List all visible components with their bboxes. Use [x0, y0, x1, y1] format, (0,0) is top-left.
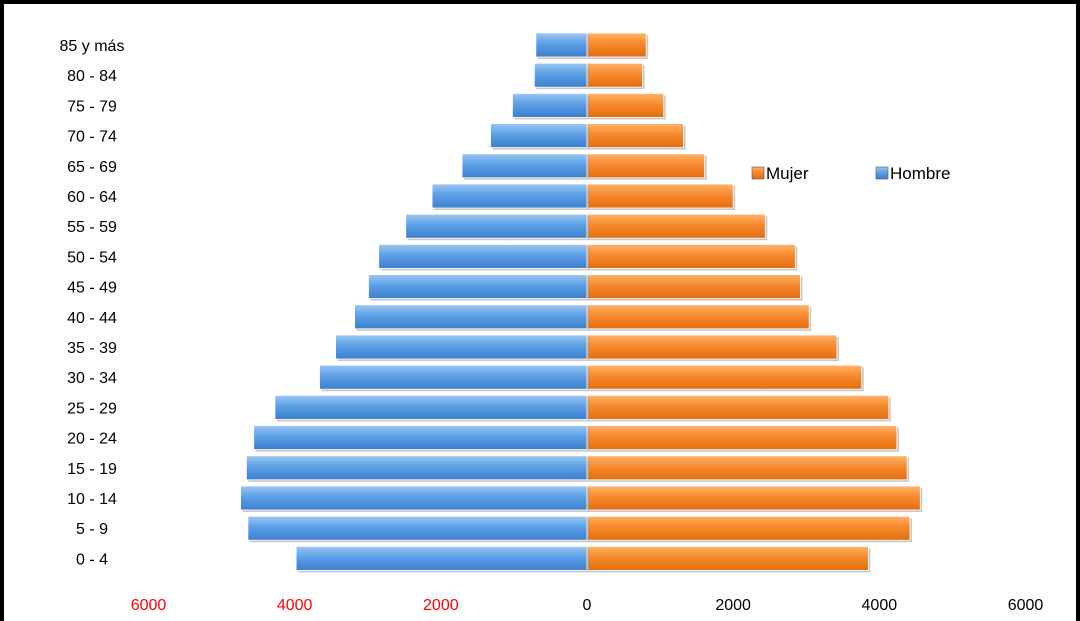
x-tick-label: 2000 [715, 597, 751, 614]
category-label: 40 - 44 [67, 310, 117, 327]
bar-hombre-14 [490, 123, 588, 148]
legend-swatch-mujer [751, 166, 765, 180]
bar-hombre-2 [240, 485, 588, 511]
bar-hombre-17 [535, 32, 588, 58]
category-label: 75 - 79 [67, 98, 117, 115]
legend-swatch-hombre [875, 166, 889, 180]
x-tick-labels: 6000 4000 2000 0 2000 4000 6000 [131, 597, 1044, 614]
bar-hombre-15 [512, 93, 588, 118]
bar-mujer-15 [586, 93, 665, 118]
x-tick-label: 0 [583, 597, 592, 614]
bar-hombre-3 [246, 455, 588, 481]
bar-mujer-10 [586, 243, 796, 269]
bar-mujer-2 [586, 485, 921, 511]
bar-mujer-3 [586, 455, 908, 481]
bar-mujer-5 [586, 394, 890, 420]
bar-mujer-16 [586, 62, 643, 88]
category-label: 45 - 49 [67, 280, 117, 297]
bar-hombre-8 [354, 304, 588, 330]
category-label: 0 - 4 [76, 551, 108, 568]
category-label: 15 - 19 [67, 461, 117, 478]
bar-mujer-6 [586, 364, 863, 390]
bar-hombre-11 [405, 213, 588, 239]
bar-hombre-9 [368, 274, 588, 300]
bar-hombre-4 [253, 425, 588, 451]
x-tick-label: 4000 [277, 597, 313, 614]
category-label: 10 - 14 [67, 491, 117, 508]
bar-mujer-11 [586, 213, 766, 239]
category-label: 30 - 34 [67, 370, 117, 387]
bar-hombre-1 [247, 515, 588, 541]
bar-mujer-13 [586, 153, 706, 179]
legend-label-hombre: Hombre [890, 164, 950, 183]
bar-mujer-0 [586, 546, 869, 571]
x-tick-label: 6000 [131, 597, 167, 614]
bar-mujer-14 [586, 123, 684, 148]
bar-hombre-16 [533, 62, 588, 88]
category-label: 60 - 64 [67, 189, 117, 206]
x-tick-label: 2000 [423, 597, 459, 614]
category-label: 20 - 24 [67, 431, 117, 448]
bars-group [240, 32, 923, 573]
bar-mujer-12 [586, 183, 734, 209]
bar-hombre-12 [431, 183, 588, 209]
x-tick-label: 6000 [1008, 597, 1044, 614]
category-label: 70 - 74 [67, 129, 117, 146]
bar-mujer-17 [586, 32, 647, 58]
category-label: 35 - 39 [67, 340, 117, 357]
legend-label-mujer: Mujer [766, 164, 809, 183]
bar-hombre-6 [319, 364, 588, 390]
bar-mujer-7 [586, 334, 838, 360]
category-label: 65 - 69 [67, 159, 117, 176]
category-label: 55 - 59 [67, 219, 117, 236]
category-label: 85 y más [60, 38, 125, 55]
bar-hombre-7 [335, 334, 588, 360]
category-label: 25 - 29 [67, 400, 117, 417]
bar-hombre-5 [274, 394, 588, 420]
category-label: 80 - 84 [67, 68, 117, 85]
bar-mujer-1 [586, 515, 911, 541]
category-labels: 0 - 4 5 - 9 10 - 14 15 - 19 20 - 24 25 - 29 30… [60, 38, 125, 568]
category-label: 50 - 54 [67, 249, 117, 266]
bar-mujer-4 [586, 425, 898, 451]
bar-mujer-8 [586, 304, 810, 330]
bar-hombre-10 [378, 243, 588, 269]
legend: Mujer Hombre [751, 164, 950, 183]
bar-mujer-9 [586, 274, 801, 300]
bar-hombre-0 [295, 546, 588, 571]
x-tick-label: 4000 [862, 597, 898, 614]
category-label: 5 - 9 [76, 521, 108, 538]
bar-hombre-13 [461, 153, 588, 179]
